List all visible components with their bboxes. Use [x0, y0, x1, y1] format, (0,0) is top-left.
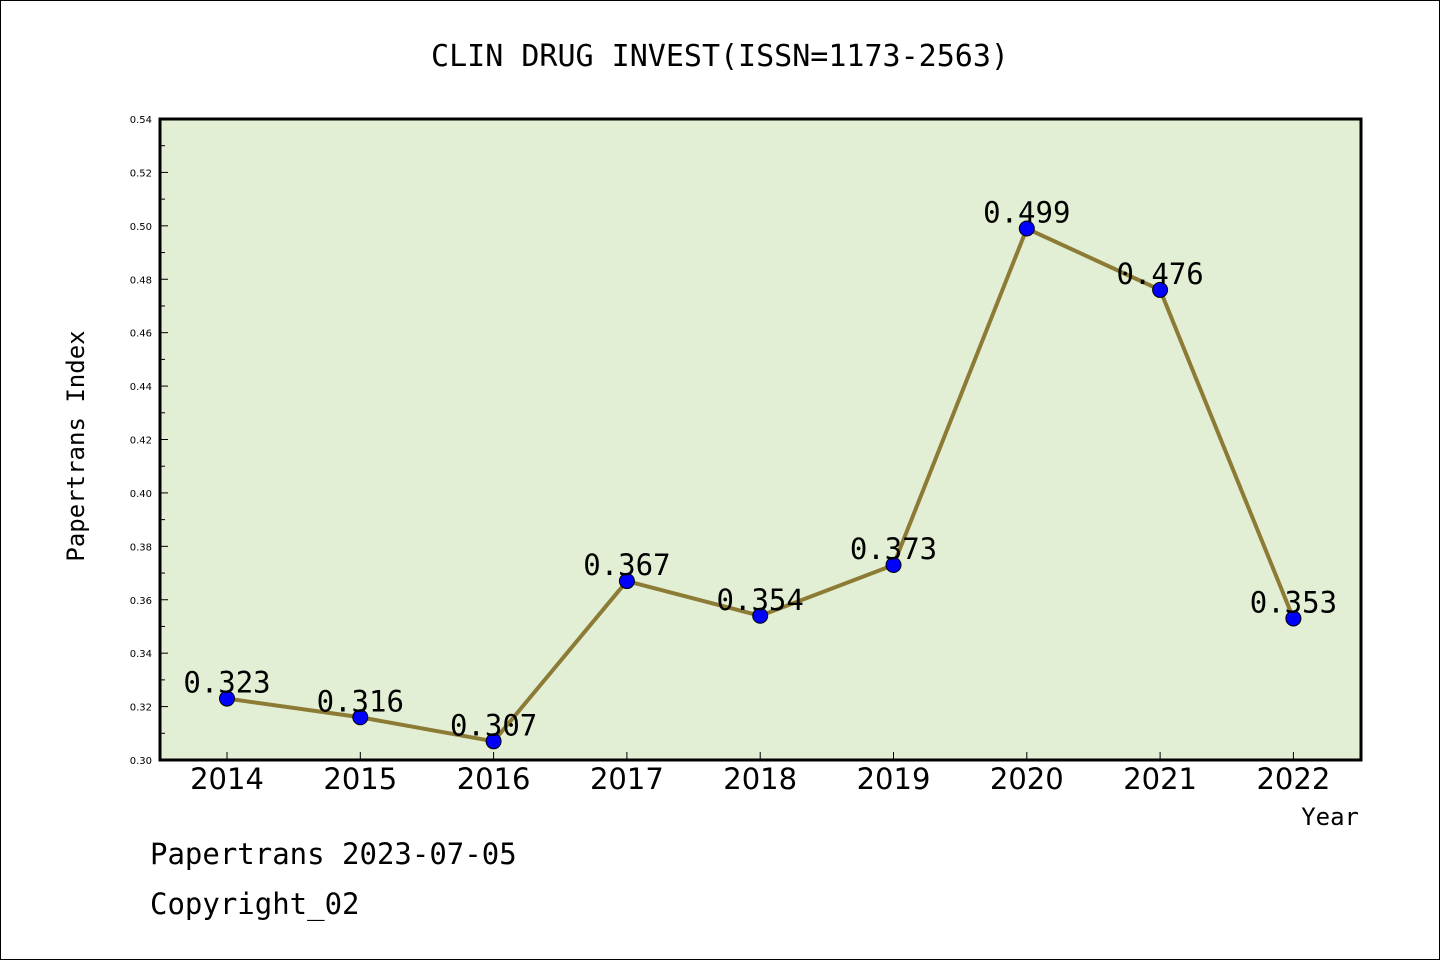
- x-axis: 2014 2015 2016 2017 2018 2019 2020 2021 2022: [190, 752, 1330, 796]
- x-tick-label: 2022: [1256, 762, 1330, 796]
- data-point-marker: [485, 733, 502, 750]
- data-label: 0.476: [1116, 257, 1203, 291]
- data-label: 0.353: [1250, 585, 1337, 619]
- data-point-marker: [618, 573, 635, 590]
- data-label: 0.499: [983, 196, 1070, 230]
- y-tick-label: 0.46: [130, 329, 152, 340]
- data-label: 0.323: [183, 666, 270, 700]
- data-point-marker: [752, 607, 769, 624]
- data-point-marker: [885, 557, 902, 574]
- y-tick-label: 0.40: [130, 489, 152, 500]
- y-tick-label: 0.42: [130, 436, 152, 447]
- y-tick-label: 0.48: [130, 275, 152, 286]
- y-tick-label: 0.38: [130, 542, 152, 553]
- series-line-group: [219, 220, 1302, 750]
- data-label-group: 0.323 0.316 0.307 0.367 0.354 0.373 0.499 0.476…: [183, 196, 1337, 743]
- x-axis-title: Year: [1301, 803, 1359, 831]
- chart-title: CLIN DRUG INVEST(ISSN=1173-2563): [431, 39, 1009, 74]
- x-tick-label: 2014: [190, 762, 264, 796]
- y-tick-label: 0.44: [130, 382, 152, 393]
- data-label: 0.307: [450, 708, 537, 742]
- plot-area: [158, 117, 1363, 762]
- y-axis-title: Papertrans Index: [62, 330, 90, 561]
- x-tick-label: 2021: [1123, 762, 1197, 796]
- data-point-marker: [352, 709, 369, 726]
- x-tick-label: 2020: [990, 762, 1064, 796]
- data-point-marker: [1018, 220, 1035, 237]
- x-tick-label: 2018: [723, 762, 797, 796]
- y-tick-label: 0.36: [130, 596, 152, 607]
- data-label: 0.354: [717, 583, 804, 617]
- data-point-marker: [1285, 610, 1302, 627]
- y-tick-label: 0.32: [130, 703, 152, 714]
- data-label: 0.316: [317, 684, 404, 718]
- x-tick-label: 2015: [323, 762, 397, 796]
- x-tick-label: 2017: [590, 762, 664, 796]
- y-axis: 0.30 0.32 0.34 0.36 0.38 0.40 0.42 0.44 0.46 0.48…: [130, 115, 168, 767]
- y-tick-label: 0.34: [130, 649, 152, 660]
- y-tick-label: 0.30: [130, 756, 152, 767]
- data-label: 0.367: [583, 548, 670, 582]
- y-tick-label: 0.54: [130, 115, 152, 126]
- y-tick-label: 0.50: [130, 222, 152, 233]
- data-label: 0.373: [850, 532, 937, 566]
- x-tick-label: 2016: [457, 762, 531, 796]
- footer-date: Papertrans 2023-07-05: [150, 837, 517, 871]
- data-point-marker: [1152, 281, 1169, 298]
- footer-copyright: Copyright_02: [150, 887, 360, 922]
- data-point-marker: [219, 690, 235, 707]
- y-tick-label: 0.52: [130, 168, 152, 179]
- x-tick-label: 2019: [857, 762, 931, 796]
